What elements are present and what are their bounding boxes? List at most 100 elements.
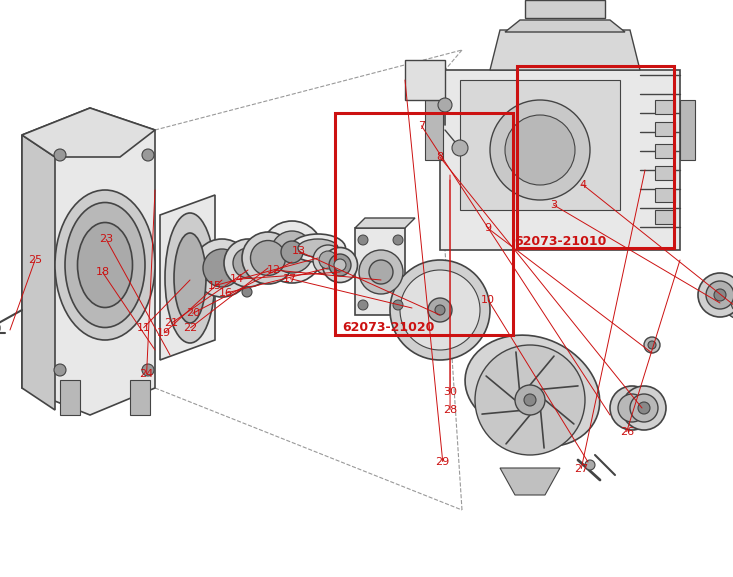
Circle shape [54,149,66,161]
Polygon shape [655,122,675,136]
Text: 10: 10 [481,295,496,305]
Polygon shape [22,108,155,157]
Bar [517,66,674,248]
Circle shape [393,235,403,245]
Circle shape [698,273,733,317]
Circle shape [638,402,650,414]
Text: 18: 18 [95,267,110,278]
Text: 19: 19 [157,328,172,338]
Circle shape [610,386,654,430]
Text: 27: 27 [574,463,589,474]
Text: 25: 25 [28,254,43,265]
Polygon shape [130,380,150,415]
Ellipse shape [242,232,294,284]
Circle shape [622,386,666,430]
Circle shape [369,260,393,284]
Circle shape [358,300,368,310]
Circle shape [142,149,154,161]
Text: 9: 9 [484,223,491,233]
Polygon shape [193,268,251,280]
Ellipse shape [224,239,272,287]
Text: 15: 15 [207,280,222,291]
Circle shape [731,294,733,312]
Polygon shape [22,108,155,415]
Text: 20: 20 [185,308,200,319]
Polygon shape [355,228,405,315]
Circle shape [524,394,536,406]
Ellipse shape [298,239,338,257]
Circle shape [618,394,646,422]
Ellipse shape [55,190,155,340]
Circle shape [714,289,726,301]
Bar [405,60,445,100]
Polygon shape [505,20,625,32]
Circle shape [359,250,403,294]
Circle shape [428,298,452,322]
Ellipse shape [78,223,133,308]
Polygon shape [355,218,415,228]
Circle shape [648,341,656,349]
Text: 3: 3 [550,200,557,210]
Polygon shape [60,380,80,415]
Ellipse shape [65,203,145,328]
Ellipse shape [271,231,313,273]
Circle shape [452,140,468,156]
Polygon shape [490,30,640,70]
Ellipse shape [329,254,351,276]
Text: 30: 30 [443,387,457,398]
Polygon shape [160,195,215,360]
Polygon shape [655,188,675,202]
Circle shape [242,287,252,297]
Ellipse shape [290,234,345,262]
Circle shape [54,364,66,376]
Ellipse shape [174,233,206,323]
Circle shape [435,305,445,315]
Polygon shape [655,100,675,114]
Text: 62073-21010: 62073-21010 [515,235,607,248]
Text: 17: 17 [283,273,298,284]
Text: 4: 4 [579,179,586,190]
Text: 11: 11 [136,323,151,333]
Circle shape [585,460,595,470]
Circle shape [644,337,660,353]
Bar [680,100,695,160]
Circle shape [724,287,733,319]
Ellipse shape [334,259,346,271]
Ellipse shape [233,248,263,278]
Circle shape [438,98,452,112]
Ellipse shape [313,245,343,275]
Bar [460,80,620,210]
Circle shape [706,281,733,309]
Text: 16: 16 [218,288,233,298]
Text: 7: 7 [418,121,425,131]
Circle shape [142,364,154,376]
Circle shape [490,100,590,200]
Polygon shape [655,144,675,158]
Text: 14: 14 [229,274,244,284]
Circle shape [390,260,490,360]
Polygon shape [500,468,560,495]
Circle shape [414,304,426,316]
Ellipse shape [323,248,358,283]
Ellipse shape [203,249,241,287]
Circle shape [358,235,368,245]
Circle shape [630,394,658,422]
Ellipse shape [319,251,337,269]
Text: 22: 22 [183,323,198,333]
Ellipse shape [251,241,285,275]
Circle shape [393,300,403,310]
Text: 12: 12 [267,265,281,275]
Text: 24: 24 [139,369,154,379]
Polygon shape [440,70,680,250]
Text: 21: 21 [164,318,179,328]
Polygon shape [465,335,600,447]
Bar [425,100,443,160]
Text: 23: 23 [99,234,114,245]
Text: 26: 26 [619,426,634,437]
Text: 8: 8 [436,152,443,162]
Bar [525,0,605,18]
Text: 28: 28 [443,404,457,415]
Polygon shape [655,210,675,224]
Ellipse shape [165,213,215,343]
Polygon shape [22,135,55,410]
